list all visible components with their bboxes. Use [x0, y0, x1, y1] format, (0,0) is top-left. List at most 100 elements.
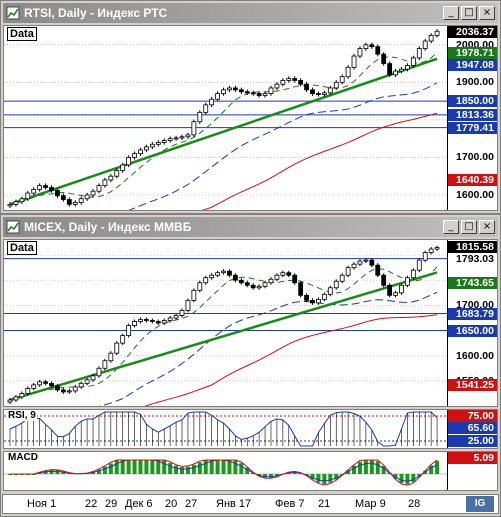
macd-histogram-bar	[96, 469, 101, 474]
macd-histogram-bar	[209, 460, 214, 474]
price-candle	[120, 164, 126, 171]
x-axis-label: 21	[318, 498, 331, 510]
price-candle	[96, 185, 102, 192]
price-candle	[410, 269, 416, 279]
price-candle	[49, 382, 54, 387]
maximize-button[interactable]: □	[461, 6, 477, 20]
price-candle	[72, 202, 78, 205]
close-button[interactable]: ×	[479, 220, 495, 234]
price-candle	[19, 393, 25, 398]
price-candle	[256, 285, 262, 289]
price-candle	[96, 367, 102, 377]
price-candle	[60, 195, 66, 200]
macd-plot	[4, 459, 447, 486]
macd-histogram-bar	[191, 464, 196, 474]
price-candle	[108, 175, 114, 181]
price-candle	[167, 317, 173, 321]
price-candle	[292, 274, 298, 284]
x-axis-label: Дек 6	[125, 498, 153, 510]
price-candle	[13, 201, 19, 205]
close-button[interactable]: ×	[479, 6, 495, 20]
x-axis-label: 27	[185, 498, 198, 510]
price-candle	[232, 87, 238, 91]
macd-histogram-bar	[227, 460, 232, 474]
macd-histogram-bar	[49, 470, 54, 474]
chart-app-icon	[6, 220, 20, 234]
price-candle	[7, 399, 13, 403]
price-candle	[179, 310, 185, 316]
macd-histogram-bar	[268, 474, 273, 478]
price-candle	[126, 325, 132, 336]
price-candle	[262, 93, 268, 96]
macd-histogram-bar	[352, 465, 357, 474]
price-candle	[280, 80, 286, 85]
price-candle	[422, 252, 428, 261]
price-candle	[274, 274, 280, 280]
price-candle	[215, 93, 221, 100]
maximize-button[interactable]: □	[461, 220, 477, 234]
price-level-label: 1813.36	[448, 108, 497, 121]
macd-histogram-bar	[363, 460, 368, 474]
price-candle	[310, 89, 315, 94]
price-candle	[25, 192, 31, 200]
price-candle	[339, 76, 345, 83]
price-level-label: 1640.39	[448, 173, 497, 186]
price-candle	[321, 293, 327, 300]
rtsi-window-title: RTSI, Daily - Индекс РТС	[24, 6, 168, 20]
micex-title-bar[interactable]: MICEX, Daily - Индекс ММВБ _ □ ×	[3, 217, 498, 237]
price-candle	[138, 319, 143, 322]
time-axis: Ноя 1 22 29 Дек 6 20 27 Янв 17 Фев 7 21 …	[2, 494, 499, 514]
price-candle	[416, 48, 422, 59]
price-candle	[304, 294, 309, 301]
rtsi-price-plot	[4, 29, 447, 210]
price-candle	[173, 137, 179, 140]
price-level-label: 1600.00	[448, 349, 497, 362]
price-candle	[399, 68, 404, 72]
price-candle	[72, 386, 78, 392]
macd-histogram-bar	[357, 461, 362, 474]
rtsi-price-chart[interactable]: Data 2036.37 2000.00 1978.71 1947.08 1900.00…	[3, 25, 498, 211]
price-candle	[31, 384, 37, 389]
price-candle	[102, 179, 108, 186]
price-candle	[197, 282, 203, 291]
price-candle	[357, 260, 363, 265]
macd-panel[interactable]: MACD 5.09	[3, 451, 498, 491]
micex-chart-window: MICEX, Daily - Индекс ММВБ _ □ × Data 18…	[0, 214, 501, 517]
price-candle	[191, 289, 197, 301]
price-candle	[410, 57, 416, 66]
scroll-to-end-button[interactable]: IG	[466, 496, 494, 512]
price-candle	[357, 48, 363, 57]
rtsi-title-bar[interactable]: RTSI, Daily - Индекс РТС _ □ ×	[3, 3, 498, 23]
price-candle	[66, 390, 72, 393]
price-candle	[416, 259, 422, 271]
macd-histogram-bar	[435, 460, 440, 474]
price-candle	[144, 146, 149, 151]
price-level-label: 1700.00	[448, 151, 497, 164]
minimize-button[interactable]: _	[443, 6, 459, 20]
macd-histogram-bar	[180, 467, 185, 474]
macd-histogram-bar	[55, 470, 60, 474]
price-candle	[209, 274, 215, 279]
price-candle	[84, 194, 90, 200]
price-candle	[108, 352, 114, 362]
price-candle	[185, 299, 191, 311]
price-level-label: 1978.71	[448, 46, 497, 59]
price-candle	[345, 66, 351, 78]
micex-price-chart[interactable]: Data 1815.58 1793.03 1743.65 1700.00 1683.79…	[3, 239, 498, 407]
price-candle	[90, 190, 96, 196]
price-candle	[405, 65, 410, 70]
price-candle	[78, 198, 84, 203]
price-level-label: 1600.00	[448, 188, 497, 201]
price-candle	[126, 157, 132, 166]
rtsi-chart-window: RTSI, Daily - Индекс РТС _ □ × Data 2036…	[0, 0, 501, 214]
x-axis-label: 20	[165, 498, 178, 510]
price-candle	[155, 321, 161, 324]
price-candle	[161, 320, 167, 324]
price-candle	[351, 55, 357, 68]
minimize-button[interactable]: _	[443, 220, 459, 234]
rsi-panel[interactable]: RSI, 9 75.00 65.60 25.00	[3, 409, 498, 449]
macd-histogram-bar	[245, 467, 250, 474]
macd-histogram-bar	[144, 460, 149, 474]
price-candle	[238, 279, 244, 284]
price-candle	[256, 93, 262, 96]
